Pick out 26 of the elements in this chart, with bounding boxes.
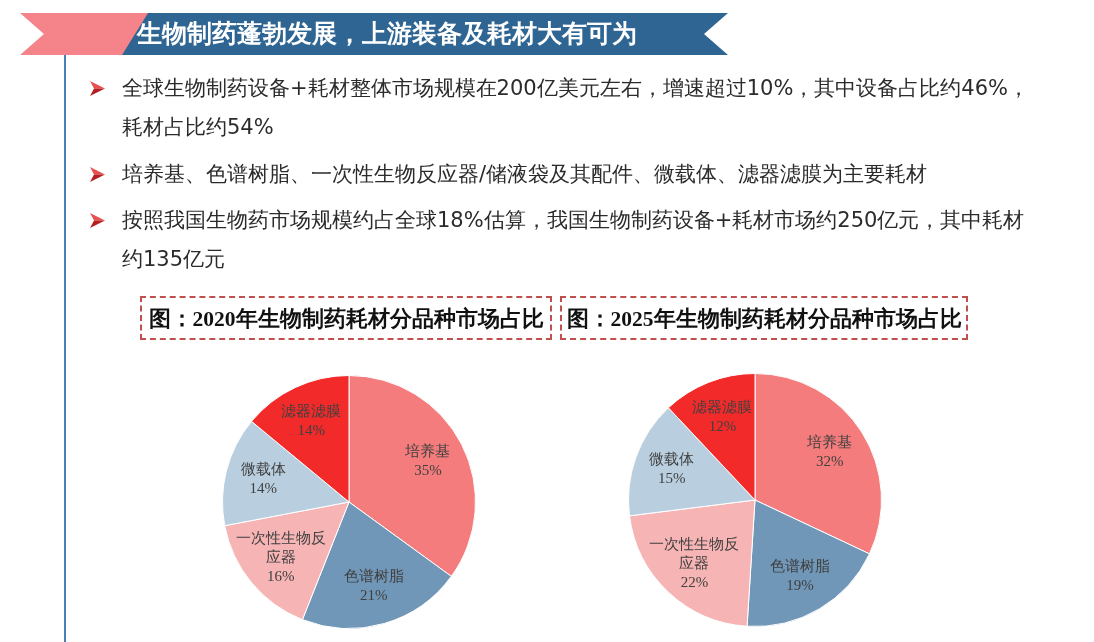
data-label: 35% bbox=[414, 462, 442, 479]
data-label: 14% bbox=[249, 480, 277, 497]
text: 全球生物制药设备+耗材整体市场规模在200亿美元左右，增速超过10%，其中设备占比约46%，耗材占比约54% bbox=[122, 76, 1030, 139]
slice-label: 滤器滤膜 bbox=[281, 403, 342, 420]
slice-label: 微载体 bbox=[649, 451, 695, 468]
chart-title: 图：2025年生物制药耗材分品种市场占比 bbox=[566, 305, 962, 333]
chart-title: 图：2020年生物制药耗材分品种市场占比 bbox=[148, 305, 544, 333]
slice-label: 微载体 bbox=[240, 461, 286, 478]
data-label: 21% bbox=[359, 587, 388, 604]
slice-label: 一次性生物反应器 bbox=[649, 536, 740, 572]
slice-label: 培养基 bbox=[404, 443, 451, 460]
data-label: 22% bbox=[680, 574, 709, 591]
text: 生物制药蓬勃发展，上游装备及耗材大有可为 bbox=[137, 18, 637, 50]
text: 按照我国生物药市场规模约占全球18%估算，我国生物制药设备+耗材市场约250亿元，其中耗材约135亿元 bbox=[122, 208, 1025, 271]
data-label: 15% bbox=[657, 470, 686, 487]
slice-label: 培养基 bbox=[806, 433, 853, 450]
slice-label: 滤器滤膜 bbox=[692, 399, 753, 416]
slice-label: 一次性生物反应器 bbox=[235, 530, 326, 566]
text: 培养基、色谱树脂、一次性生物反应器/储液袋及其配件、微载体、滤器滤膜为主要耗材 bbox=[122, 161, 928, 186]
data-label: 16% bbox=[267, 568, 295, 585]
slice-label: 色谱树脂 bbox=[770, 557, 831, 574]
slice-label: 色谱树脂 bbox=[343, 568, 404, 585]
data-label: 19% bbox=[786, 576, 814, 593]
data-label: 14% bbox=[297, 422, 326, 439]
data-label: 32% bbox=[816, 452, 844, 469]
data-label: 12% bbox=[708, 418, 737, 435]
